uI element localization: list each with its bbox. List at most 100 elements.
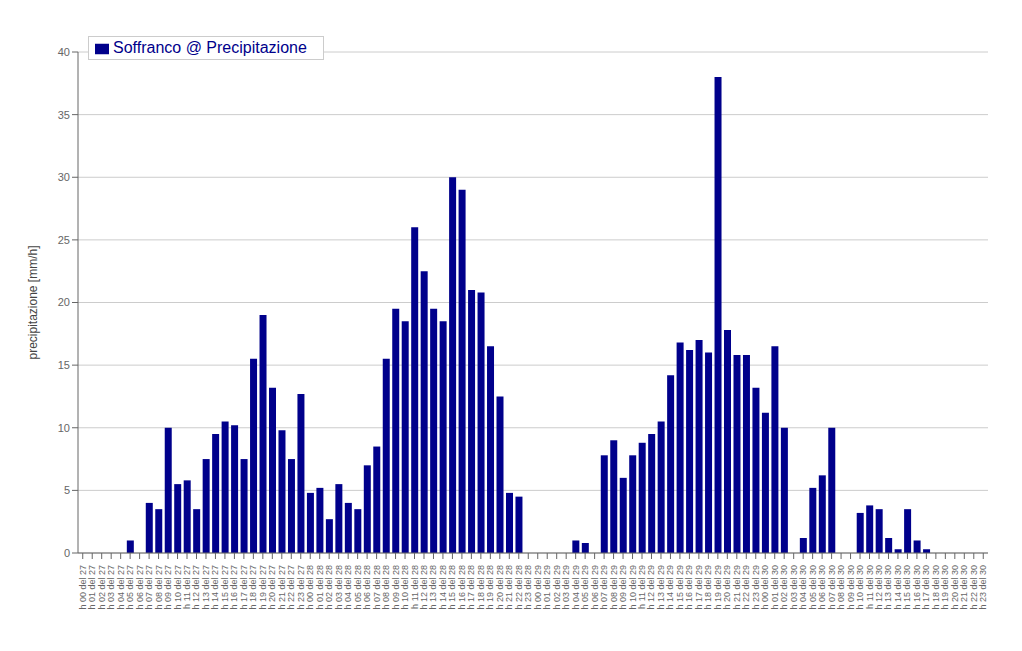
svg-text:h 00 del 29: h 00 del 29	[532, 565, 543, 610]
svg-text:h 01 del 27: h 01 del 27	[87, 565, 98, 610]
svg-text:h 10 del 27: h 10 del 27	[172, 565, 183, 610]
svg-text:h 03 del 29: h 03 del 29	[561, 565, 572, 610]
svg-text:h 23 del 28: h 23 del 28	[523, 565, 534, 610]
svg-text:h 20 del 28: h 20 del 28	[494, 565, 505, 610]
svg-text:h 21 del 27: h 21 del 27	[276, 565, 287, 610]
svg-text:h 13 del 30: h 13 del 30	[883, 565, 894, 610]
svg-text:h 06 del 28: h 06 del 28	[362, 565, 373, 610]
svg-text:h 14 del 28: h 14 del 28	[437, 565, 448, 610]
svg-text:h 20 del 30: h 20 del 30	[949, 565, 960, 610]
svg-text:h 13 del 28: h 13 del 28	[428, 565, 439, 610]
svg-text:h 00 del 30: h 00 del 30	[760, 565, 771, 610]
svg-text:h 23 del 29: h 23 del 29	[750, 565, 761, 610]
svg-text:h 23 del 30: h 23 del 30	[978, 565, 988, 610]
svg-text:h 14 del 30: h 14 del 30	[892, 565, 903, 610]
svg-text:20: 20	[58, 296, 70, 308]
svg-text:15: 15	[58, 359, 70, 371]
svg-text:h 22 del 30: h 22 del 30	[968, 565, 979, 610]
svg-text:h 22 del 27: h 22 del 27	[286, 565, 297, 610]
svg-text:h 11 del 28: h 11 del 28	[409, 565, 420, 609]
html-text:Soffranco @ Precipitazione: Soffranco @ Precipitazione	[113, 39, 307, 56]
svg-text:h 23 del 27: h 23 del 27	[295, 565, 306, 610]
svg-text:h 02 del 29: h 02 del 29	[551, 565, 562, 610]
svg-text:h 07 del 30: h 07 del 30	[826, 565, 837, 610]
svg-text:h 08 del 27: h 08 del 27	[153, 565, 164, 610]
svg-text:h 02 del 30: h 02 del 30	[779, 565, 790, 610]
svg-text:h 15 del 29: h 15 del 29	[674, 565, 685, 610]
svg-text:h 08 del 28: h 08 del 28	[381, 565, 392, 610]
svg-text:40: 40	[58, 46, 70, 58]
svg-text:h 08 del 30: h 08 del 30	[836, 565, 847, 610]
svg-text:h 20 del 27: h 20 del 27	[267, 565, 278, 610]
svg-text:h 12 del 29: h 12 del 29	[646, 565, 657, 610]
svg-text:h 00 del 27: h 00 del 27	[77, 565, 88, 610]
svg-text:30: 30	[58, 171, 70, 183]
svg-text:h 03 del 30: h 03 del 30	[788, 565, 799, 610]
svg-text:h 05 del 30: h 05 del 30	[807, 565, 818, 610]
svg-text:h 09 del 29: h 09 del 29	[618, 565, 629, 610]
svg-text:h 17 del 27: h 17 del 27	[238, 565, 249, 610]
svg-text:h 11 del 30: h 11 del 30	[864, 565, 875, 609]
svg-text:h 05 del 29: h 05 del 29	[580, 565, 591, 610]
svg-text:h 02 del 28: h 02 del 28	[324, 565, 335, 610]
svg-text:h 21 del 29: h 21 del 29	[731, 565, 742, 610]
svg-text:h 01 del 30: h 01 del 30	[769, 565, 780, 610]
svg-text:h 06 del 27: h 06 del 27	[134, 565, 145, 610]
svg-text:h 02 del 27: h 02 del 27	[96, 565, 107, 610]
svg-text:h 15 del 28: h 15 del 28	[447, 565, 458, 610]
svg-text:h 10 del 29: h 10 del 29	[627, 565, 638, 610]
svg-text:h 16 del 29: h 16 del 29	[684, 565, 695, 610]
svg-text:h 19 del 30: h 19 del 30	[940, 565, 951, 610]
svg-text:h 14 del 29: h 14 del 29	[665, 565, 676, 610]
svg-text:h 11 del 27: h 11 del 27	[182, 565, 192, 609]
svg-text:h 04 del 29: h 04 del 29	[570, 565, 581, 610]
svg-text:h 01 del 28: h 01 del 28	[314, 565, 325, 610]
svg-text:10: 10	[58, 422, 70, 434]
svg-text:h 09 del 27: h 09 del 27	[163, 565, 174, 610]
svg-text:h 22 del 28: h 22 del 28	[513, 565, 524, 610]
svg-text:h 17 del 28: h 17 del 28	[466, 565, 477, 610]
svg-text:h 15 del 27: h 15 del 27	[219, 565, 230, 610]
svg-text:h 01 del 29: h 01 del 29	[542, 565, 553, 610]
svg-text:h 12 del 27: h 12 del 27	[191, 565, 202, 610]
svg-text:h 06 del 30: h 06 del 30	[817, 565, 828, 610]
svg-text:h 19 del 28: h 19 del 28	[485, 565, 496, 610]
svg-text:h 16 del 30: h 16 del 30	[911, 565, 922, 610]
svg-text:h 17 del 29: h 17 del 29	[693, 565, 704, 610]
svg-text:h 05 del 28: h 05 del 28	[352, 565, 363, 610]
svg-text:h 16 del 27: h 16 del 27	[229, 565, 240, 610]
svg-text:h 04 del 27: h 04 del 27	[115, 565, 126, 610]
svg-text:h 07 del 27: h 07 del 27	[144, 565, 155, 610]
svg-text:h 19 del 27: h 19 del 27	[257, 565, 268, 610]
svg-text:h 17 del 30: h 17 del 30	[921, 565, 932, 610]
svg-text:h 15 del 30: h 15 del 30	[902, 565, 913, 610]
svg-text:h 18 del 27: h 18 del 27	[248, 565, 259, 610]
svg-text:25: 25	[58, 234, 70, 246]
svg-text:h 03 del 27: h 03 del 27	[106, 565, 117, 610]
svg-text:0: 0	[64, 547, 70, 559]
svg-text:h 00 del 28: h 00 del 28	[305, 565, 316, 610]
svg-text:h 08 del 29: h 08 del 29	[608, 565, 619, 610]
svg-text:precipitazione [mm/h]: precipitazione [mm/h]	[26, 245, 40, 359]
svg-text:h 05 del 27: h 05 del 27	[125, 565, 136, 610]
svg-text:h 21 del 28: h 21 del 28	[504, 565, 515, 610]
svg-text:h 04 del 30: h 04 del 30	[798, 565, 809, 610]
svg-text:h 07 del 29: h 07 del 29	[599, 565, 610, 610]
svg-text:h 03 del 28: h 03 del 28	[333, 565, 344, 610]
svg-text:h 20 del 29: h 20 del 29	[722, 565, 733, 610]
svg-text:h 18 del 30: h 18 del 30	[930, 565, 941, 610]
svg-text:h 22 del 29: h 22 del 29	[741, 565, 752, 610]
svg-text:h 09 del 28: h 09 del 28	[390, 565, 401, 610]
svg-text:h 18 del 29: h 18 del 29	[703, 565, 714, 610]
svg-text:5: 5	[64, 484, 70, 496]
svg-text:h 18 del 28: h 18 del 28	[475, 565, 486, 610]
svg-text:h 19 del 29: h 19 del 29	[712, 565, 723, 610]
svg-text:h 07 del 28: h 07 del 28	[371, 565, 382, 610]
svg-text:35: 35	[58, 109, 70, 121]
svg-text:h 09 del 30: h 09 del 30	[845, 565, 856, 610]
svg-text:h 16 del 28: h 16 del 28	[456, 565, 467, 610]
svg-text:h 04 del 28: h 04 del 28	[343, 565, 354, 610]
svg-text:h 14 del 27: h 14 del 27	[210, 565, 221, 610]
svg-text:h 06 del 29: h 06 del 29	[589, 565, 600, 610]
svg-text:h 21 del 30: h 21 del 30	[959, 565, 970, 610]
